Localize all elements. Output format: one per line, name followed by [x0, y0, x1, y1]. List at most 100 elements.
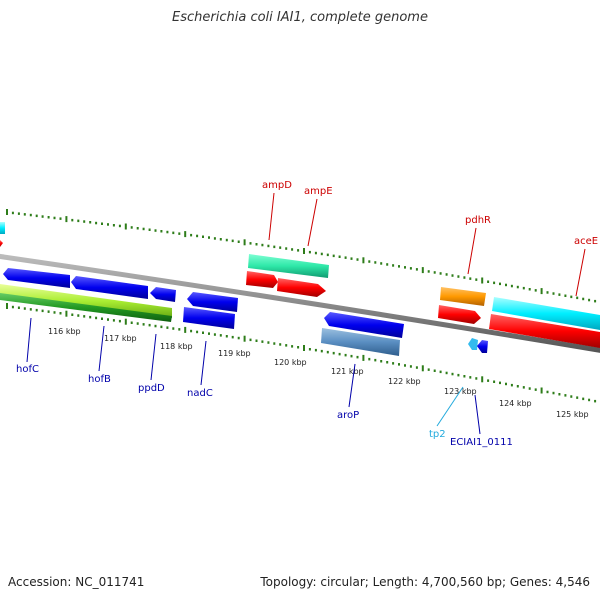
gene-leader-line	[474, 394, 481, 435]
gene-label-ampD[interactable]: ampD	[262, 180, 292, 191]
minor-tick-mark	[576, 396, 579, 399]
minor-tick-mark	[17, 212, 20, 215]
scale-tick-label: 120 kbp	[274, 358, 307, 367]
minor-tick-mark	[570, 295, 573, 299]
gene-label-ppdD[interactable]: ppdD	[138, 383, 165, 394]
gene-feature-left-edge-cyan[interactable]	[0, 222, 5, 234]
minor-tick-mark	[427, 270, 430, 273]
gene-feature-ppdD[interactable]	[150, 287, 176, 302]
minor-tick-mark	[469, 376, 472, 379]
minor-tick-mark	[190, 329, 193, 333]
gene-feature-left-edge-red[interactable]	[0, 240, 3, 247]
minor-tick-mark	[576, 296, 579, 300]
minor-tick-mark	[356, 258, 359, 261]
scale-tick-label: 116 kbp	[48, 327, 81, 336]
minor-tick-mark	[101, 222, 103, 225]
minor-tick-mark	[350, 257, 353, 260]
minor-tick-mark	[439, 370, 442, 374]
minor-tick-mark	[463, 375, 466, 378]
gene-label-ampE[interactable]: ampE	[304, 186, 333, 197]
gene-feature-hofC[interactable]	[3, 268, 70, 288]
minor-tick-mark	[326, 350, 329, 354]
gene-label-ECIAI1_0111[interactable]: ECIAI1_0111	[450, 437, 513, 448]
gene-feature-nadC[interactable]	[183, 307, 235, 329]
minor-tick-mark	[83, 220, 86, 223]
gene-feature-nadC-upper[interactable]	[187, 292, 238, 312]
minor-tick-mark	[534, 289, 537, 292]
minor-tick-mark	[11, 211, 14, 215]
minor-tick-mark	[528, 288, 531, 291]
minor-tick-mark	[516, 385, 519, 388]
minor-tick-mark	[505, 283, 507, 287]
minor-tick-mark	[510, 284, 513, 288]
scale-tick-label: 118 kbp	[160, 342, 193, 351]
minor-tick-mark	[89, 221, 92, 224]
minor-tick-mark	[178, 328, 181, 331]
minor-tick-mark	[451, 274, 454, 277]
minor-tick-mark	[166, 230, 169, 234]
major-tick-mark	[124, 318, 127, 325]
gene-label-pdhR[interactable]: pdhR	[465, 215, 491, 226]
minor-tick-mark	[552, 292, 555, 295]
gene-feature-tp2[interactable]	[468, 338, 478, 350]
minor-tick-mark	[546, 291, 549, 294]
gene-label-hofB[interactable]: hofB	[88, 374, 111, 385]
gene-feature-pdhR-cds[interactable]	[438, 305, 481, 324]
minor-tick-mark	[285, 247, 288, 250]
minor-tick-mark	[582, 297, 585, 301]
major-tick-mark	[481, 376, 484, 383]
gene-label-nadC[interactable]: nadC	[187, 388, 213, 399]
minor-tick-mark	[17, 306, 20, 309]
minor-tick-mark	[267, 244, 270, 248]
minor-tick-mark	[445, 371, 448, 375]
minor-tick-mark	[160, 230, 163, 233]
gene-feature-ampE[interactable]	[277, 278, 326, 297]
minor-tick-mark	[178, 232, 181, 235]
gene-feature-hofB[interactable]	[71, 276, 148, 299]
gene-feature-aceE[interactable]	[489, 314, 600, 348]
minor-tick-mark	[118, 319, 121, 323]
gene-feature-aroP[interactable]	[321, 328, 400, 356]
gene-feature-operon-green[interactable]	[0, 293, 172, 322]
minor-tick-mark	[53, 311, 56, 314]
gene-label-hofC[interactable]: hofC	[16, 364, 39, 375]
gene-label-aceE[interactable]: aceE	[574, 236, 598, 247]
minor-tick-mark	[463, 276, 466, 279]
gene-feature-ampD[interactable]	[246, 271, 278, 288]
minor-tick-mark	[130, 226, 133, 229]
gene-leader-line	[98, 325, 105, 372]
minor-tick-mark	[439, 272, 442, 275]
minor-tick-mark	[534, 388, 537, 391]
minor-tick-mark	[53, 216, 56, 220]
minor-tick-mark	[386, 263, 389, 266]
minor-tick-mark	[475, 377, 478, 380]
minor-tick-mark	[208, 236, 210, 239]
genome-backbone	[0, 253, 600, 353]
gene-label-tp2[interactable]: tp2	[429, 429, 446, 440]
minor-tick-mark	[47, 216, 50, 219]
minor-tick-mark	[487, 280, 490, 283]
minor-tick-mark	[308, 348, 311, 351]
minor-tick-mark	[558, 293, 561, 296]
gene-feature-operon-lime[interactable]	[0, 284, 172, 318]
minor-tick-mark	[101, 317, 103, 320]
gene-feature-aroP-upper[interactable]	[324, 312, 404, 338]
scale-tick-label: 119 kbp	[218, 349, 251, 358]
gene-feature-aceE-operon[interactable]	[492, 297, 600, 330]
gene-feature-ECIAI1_0111[interactable]	[477, 340, 488, 353]
minor-tick-mark	[522, 286, 525, 290]
gene-feature-pdhR[interactable]	[440, 287, 486, 306]
minor-tick-mark	[564, 394, 567, 397]
minor-tick-mark	[332, 254, 335, 258]
gene-label-aroP[interactable]: aroP	[337, 410, 359, 421]
minor-tick-mark	[255, 339, 258, 342]
minor-tick-mark	[457, 275, 460, 278]
minor-tick-mark	[160, 325, 163, 329]
minor-tick-mark	[142, 227, 145, 231]
minor-tick-mark	[297, 249, 300, 252]
gene-feature-ampD-operon[interactable]	[248, 254, 329, 278]
minor-tick-mark	[338, 352, 341, 356]
gene-leader-line	[307, 198, 318, 247]
minor-tick-mark	[279, 343, 282, 346]
minor-tick-mark	[308, 250, 311, 254]
